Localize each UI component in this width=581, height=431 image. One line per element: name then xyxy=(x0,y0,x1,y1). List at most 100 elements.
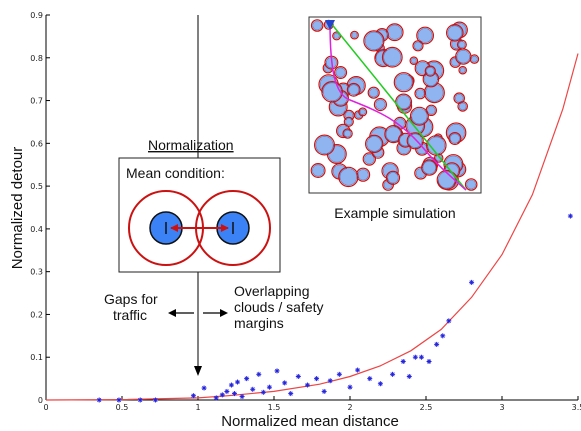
y-tick-label: 0.3 xyxy=(30,268,43,277)
data-point xyxy=(256,371,262,377)
data-point xyxy=(228,382,234,388)
distance-arrow-right-head xyxy=(221,224,229,232)
obstacle-cloud xyxy=(396,95,411,110)
obstacle-safety-ring xyxy=(458,65,468,75)
obstacle-safety-ring xyxy=(425,135,447,156)
y-tick-label: 0.8 xyxy=(30,54,43,63)
obstacle-cloud xyxy=(458,102,467,111)
data-point xyxy=(336,371,342,377)
obstacle-safety-ring xyxy=(343,116,354,127)
data-point xyxy=(355,367,361,373)
y-tick-label: 0.7 xyxy=(30,97,43,106)
data-point xyxy=(219,392,225,398)
obstacle-safety-ring xyxy=(373,97,387,112)
obstacle-cloud xyxy=(449,133,460,144)
obstacle-cloud xyxy=(343,129,352,138)
data-point xyxy=(96,397,102,403)
y-tick-label: 0.4 xyxy=(30,225,43,234)
data-point xyxy=(260,389,266,395)
x-tick-label: 2 xyxy=(347,403,352,412)
obstacle-cloud xyxy=(411,108,428,125)
data-points xyxy=(96,213,573,403)
x-tick-label: 1 xyxy=(195,403,200,412)
data-point xyxy=(390,371,396,377)
obstacle-safety-ring xyxy=(310,163,326,179)
obstacle-cloud xyxy=(312,20,323,31)
obstacle-safety-ring xyxy=(409,56,419,66)
x-tick-label: 3.5 xyxy=(572,403,581,412)
obstacle-cloud xyxy=(415,89,425,98)
obstacle-safety-ring xyxy=(464,178,478,191)
data-point xyxy=(282,380,288,386)
obstacle-cloud xyxy=(417,28,433,43)
obstacle-safety-ring xyxy=(334,65,348,79)
obstacle-cloud xyxy=(413,41,423,50)
obstacle-cloud xyxy=(454,93,464,103)
obstacle-cloud xyxy=(322,82,342,102)
threshold-arrow-head xyxy=(194,366,202,376)
y-tick-label: 0.5 xyxy=(30,182,43,191)
data-point xyxy=(266,384,272,390)
obstacle-safety-ring xyxy=(381,46,403,68)
data-point xyxy=(446,318,452,324)
x-tick-label: 3 xyxy=(499,403,504,412)
obstacle-cloud xyxy=(410,57,417,64)
data-point xyxy=(469,279,475,285)
data-point xyxy=(288,391,294,397)
x-tick-label: 2.5 xyxy=(420,403,433,412)
obstacle-cloud xyxy=(415,168,426,179)
obstacle-safety-ring xyxy=(457,101,468,112)
obstacle-safety-ring xyxy=(416,26,435,45)
data-point xyxy=(440,333,446,339)
x-axis-title: Normalized mean distance xyxy=(221,413,399,430)
y-tick-label: 0.1 xyxy=(30,353,43,362)
simulation-obstacles xyxy=(310,19,480,191)
obstacle-cloud xyxy=(366,136,382,152)
obstacle-cloud xyxy=(422,160,436,175)
obstacle-cloud xyxy=(466,179,477,190)
x-tick-label: 0.5 xyxy=(116,403,129,412)
fit-line xyxy=(45,53,579,401)
data-point xyxy=(235,379,241,385)
obstacle-safety-ring xyxy=(310,19,324,32)
overlap-label-line-3: margins xyxy=(234,315,284,331)
x-tick-label: 1.5 xyxy=(268,403,281,412)
obstacle-safety-ring xyxy=(412,40,424,52)
data-point xyxy=(314,376,320,382)
obstacle-safety-ring xyxy=(436,169,457,190)
data-point xyxy=(412,354,418,360)
obstacle-safety-ring xyxy=(424,65,436,77)
obstacle-safety-ring xyxy=(365,134,384,154)
obstacle-cloud xyxy=(408,133,423,148)
data-point xyxy=(567,213,573,219)
data-point xyxy=(367,376,373,382)
y-axis-title: Normalized detour xyxy=(9,147,26,270)
data-point xyxy=(116,397,122,403)
obstacle-cloud xyxy=(385,126,402,142)
simulation-detour-path xyxy=(329,21,467,191)
data-point xyxy=(190,393,196,399)
gaps-arrow-head xyxy=(168,309,176,317)
overlap-arrow-head xyxy=(220,309,228,317)
obstacle-cloud xyxy=(456,49,470,64)
obstacle-safety-ring xyxy=(363,30,385,52)
data-point xyxy=(304,382,310,388)
obstacle-cloud xyxy=(387,172,399,184)
obstacle-cloud xyxy=(426,66,435,76)
obstacle-cloud xyxy=(348,84,360,96)
obstacle-safety-ring xyxy=(342,128,353,139)
obstacle-cloud xyxy=(351,32,358,38)
data-point xyxy=(347,384,353,390)
mean-condition-box xyxy=(118,157,281,273)
y-tick-label: 0.9 xyxy=(30,11,43,20)
gaps-label-line-2: traffic xyxy=(113,307,147,323)
obstacle-cloud xyxy=(447,25,463,41)
obstacle-cloud xyxy=(315,136,334,155)
obstacle-cloud xyxy=(359,108,366,115)
obstacle-safety-ring xyxy=(350,30,359,40)
data-point xyxy=(434,341,440,347)
normalization-title: Normalization xyxy=(148,137,234,153)
y-tick-label: 0 xyxy=(38,396,43,405)
obstacle-safety-ring xyxy=(448,132,462,146)
